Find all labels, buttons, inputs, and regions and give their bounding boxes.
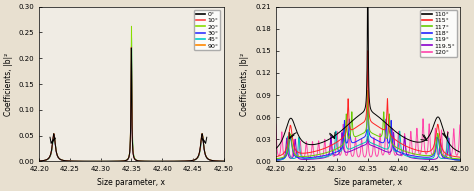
Y-axis label: Coefficients, |b|²: Coefficients, |b|² <box>240 52 249 116</box>
Legend: 0°, 10°, 20°, 30°, 45°, 90°: 0°, 10°, 20°, 30°, 45°, 90° <box>194 10 220 50</box>
X-axis label: Size parameter, x: Size parameter, x <box>334 178 402 187</box>
Legend: 110°, 115°, 117°, 118°, 119°, 119.5°, 120°: 110°, 115°, 117°, 118°, 119°, 119.5°, 12… <box>420 10 457 57</box>
Y-axis label: Coefficients, |b|²: Coefficients, |b|² <box>4 52 13 116</box>
X-axis label: Size parameter, x: Size parameter, x <box>98 178 165 187</box>
